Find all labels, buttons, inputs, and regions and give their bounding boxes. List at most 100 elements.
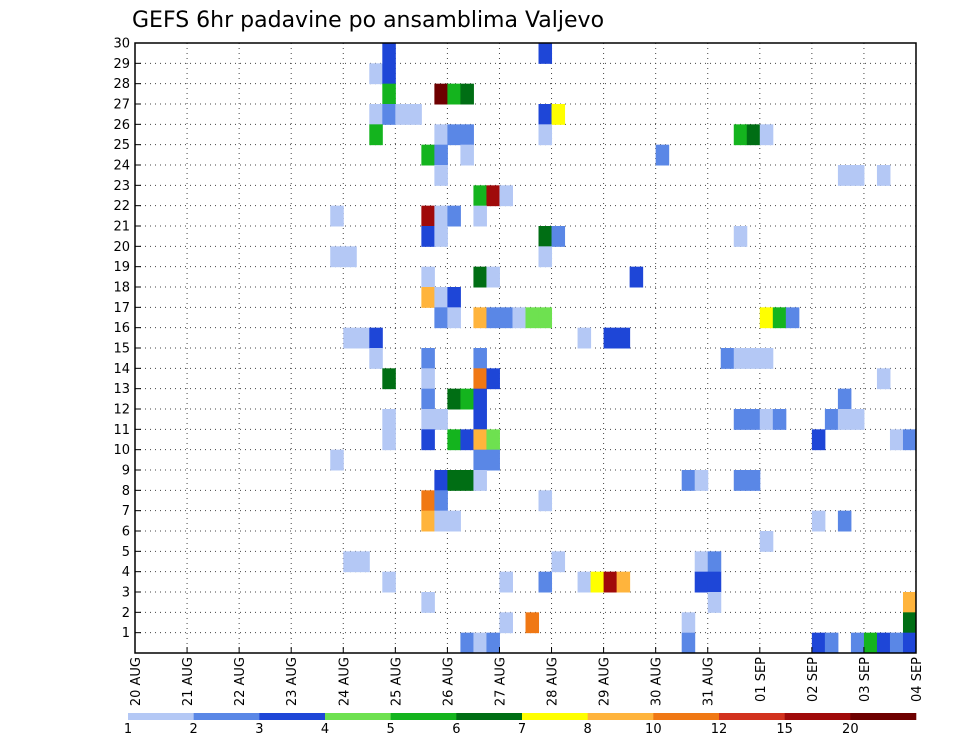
precip-cell — [772, 409, 787, 430]
x-tick-label: 28 AUG — [546, 657, 561, 706]
precip-cell — [863, 632, 878, 654]
precip-cell — [759, 124, 774, 146]
colorbar-swatch — [587, 713, 654, 720]
y-tick-label: 10 — [113, 443, 130, 458]
precip-cell — [473, 348, 487, 369]
precip-cell — [746, 124, 761, 146]
precip-cell — [343, 551, 357, 573]
precip-cell — [811, 510, 826, 532]
precip-cell — [551, 551, 566, 573]
precip-cell — [746, 470, 761, 491]
precip-cell — [577, 327, 592, 349]
precip-cell — [473, 429, 487, 451]
precip-cell — [421, 388, 435, 410]
precip-cell — [356, 551, 370, 573]
precip-cell — [499, 185, 513, 207]
data-cells — [330, 43, 917, 654]
colorbar-swatch — [259, 713, 326, 720]
colorbar-swatch — [325, 713, 391, 720]
y-tick-label: 18 — [113, 281, 130, 296]
precip-cell — [707, 571, 722, 593]
y-tick-label: 8 — [122, 484, 130, 499]
y-tick-label: 15 — [113, 342, 130, 357]
y-tick-label: 28 — [113, 77, 130, 92]
precip-cell — [382, 429, 396, 451]
precip-cell — [421, 226, 435, 247]
precip-cell — [382, 368, 396, 390]
precip-cell — [681, 612, 696, 634]
precip-cell — [421, 490, 435, 512]
precip-cell — [746, 409, 761, 430]
precip-cell — [811, 429, 826, 451]
precip-cell — [824, 632, 839, 654]
precip-cell — [538, 490, 553, 512]
x-tick-label: 29 AUG — [598, 657, 613, 706]
precip-cell — [538, 43, 553, 64]
precip-cell — [538, 124, 553, 146]
precip-cell — [902, 612, 917, 634]
colorbar: 1 2 3 4 5 6 7 8 10 12 15 20 — [124, 713, 917, 737]
precip-cell — [603, 327, 618, 349]
precip-cell — [538, 246, 553, 268]
precip-cell — [720, 348, 735, 369]
precip-cell — [837, 388, 852, 410]
precip-cell — [369, 63, 383, 85]
precip-cell — [473, 266, 487, 288]
colorbar-label: 12 — [711, 722, 728, 737]
precip-cell — [590, 571, 605, 593]
y-tick-label: 20 — [113, 240, 130, 255]
precip-cell — [811, 632, 826, 654]
precip-cell — [889, 632, 904, 654]
precip-cell — [824, 409, 839, 430]
precip-cell — [473, 205, 487, 227]
colorbar-label: 1 — [124, 722, 132, 737]
precip-cell — [681, 632, 696, 654]
precip-cell — [447, 429, 461, 451]
precip-cell — [382, 571, 396, 593]
precip-cell — [434, 144, 448, 166]
precip-cell — [837, 510, 852, 532]
y-tick-label: 11 — [113, 423, 130, 438]
precip-cell — [707, 592, 722, 613]
precip-cell — [759, 409, 774, 430]
precip-cell — [473, 632, 487, 654]
y-tick-label: 21 — [113, 220, 130, 235]
precip-cell — [447, 470, 461, 491]
precip-cell — [694, 551, 709, 573]
precip-cell — [876, 632, 891, 654]
colorbar-swatch — [784, 713, 851, 720]
precip-cell — [499, 307, 513, 329]
precip-cell — [538, 226, 553, 247]
precip-cell — [460, 632, 474, 654]
colorbar-swatch — [522, 713, 588, 720]
precip-cell — [603, 571, 618, 593]
y-tick-label: 17 — [113, 301, 130, 316]
precip-cell — [473, 185, 487, 207]
y-tick-label: 1 — [122, 626, 130, 641]
precip-cell — [473, 449, 487, 471]
x-tick-label: 21 AUG — [181, 657, 196, 706]
precip-cell — [759, 307, 774, 329]
x-tick-label: 23 AUG — [285, 657, 300, 706]
precip-cell — [447, 307, 461, 329]
precip-cell — [330, 449, 344, 471]
y-tick-label: 12 — [113, 403, 130, 418]
y-tick-label: 13 — [113, 382, 130, 397]
precip-cell — [694, 470, 709, 491]
colorbar-label: 4 — [321, 722, 329, 737]
precip-cell — [434, 510, 448, 532]
precip-cell — [733, 348, 748, 369]
precip-cell — [759, 348, 774, 369]
precip-cell — [486, 266, 500, 288]
precip-cell — [473, 307, 487, 329]
y-tick-label: 3 — [122, 586, 130, 601]
precip-cell — [616, 327, 631, 349]
colorbar-swatch — [719, 713, 785, 720]
precip-cell — [434, 307, 448, 329]
precip-cell — [447, 388, 461, 410]
precip-cell — [538, 104, 553, 125]
precip-cell — [733, 409, 748, 430]
precip-cell — [486, 368, 500, 390]
grid — [135, 42, 916, 653]
